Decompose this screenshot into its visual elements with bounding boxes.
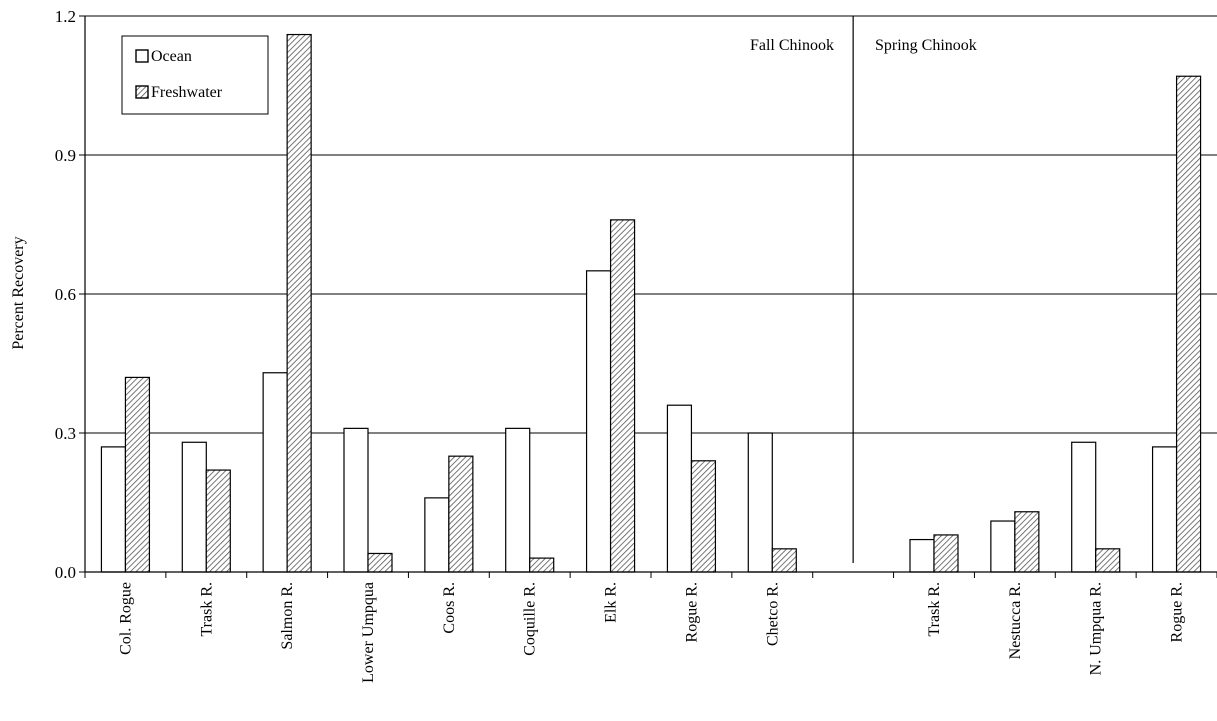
- legend-ocean-label: Ocean: [151, 48, 192, 65]
- bar-ocean: [343, 427, 369, 573]
- category-label: N. Umpqua R.: [1088, 582, 1105, 675]
- category-label: Salmon R.: [279, 582, 296, 650]
- category-label: Coos R.: [441, 582, 458, 634]
- bar-ocean: [666, 404, 693, 573]
- legend-freshwater-label: Freshwater: [151, 84, 223, 101]
- category-label: Nestucca R.: [1007, 582, 1024, 659]
- group-label-fall-chinook: Fall Chinook: [750, 37, 834, 54]
- bar-ocean: [262, 372, 288, 573]
- y-tick-label: 0.6: [55, 285, 76, 304]
- bar-freshwater: [205, 469, 231, 573]
- bar-freshwater: [448, 455, 474, 573]
- bar-freshwater: [286, 33, 312, 573]
- bar-ocean: [990, 520, 1016, 573]
- legend-ocean-swatch: [135, 49, 149, 63]
- bar-ocean: [100, 446, 127, 573]
- labels: Percent Recovery Fall Chinook Spring Chi…: [10, 7, 1186, 683]
- bar-freshwater: [529, 557, 555, 573]
- y-tick-label: 1.2: [55, 7, 76, 26]
- bar-ocean: [747, 432, 773, 573]
- bar-freshwater: [1014, 511, 1040, 573]
- category-label: Lower Umpqua: [360, 582, 377, 683]
- bar-freshwater: [771, 548, 797, 573]
- legend: Ocean Freshwater: [121, 35, 269, 115]
- bar-freshwater: [609, 219, 636, 573]
- legend-box: [121, 35, 269, 115]
- bar-ocean: [909, 538, 935, 573]
- bar-ocean: [1151, 446, 1178, 573]
- bar-ocean: [424, 497, 450, 573]
- bar-ocean: [181, 441, 207, 573]
- bar-ocean: [585, 270, 612, 573]
- bar-freshwater: [367, 552, 393, 573]
- gridlines: [85, 15, 1217, 434]
- category-label: Rogue R.: [683, 582, 700, 642]
- category-label: Elk R.: [603, 582, 620, 623]
- y-tick-label: 0.0: [55, 563, 76, 582]
- legend-freshwater-swatch: [135, 85, 149, 99]
- bar-freshwater: [933, 534, 959, 573]
- category-label: Col. Rogue: [117, 582, 134, 655]
- bar-freshwater: [1095, 548, 1121, 573]
- y-axis-label: Percent Recovery: [10, 236, 27, 349]
- y-tick-label: 0.3: [55, 424, 76, 443]
- bar-ocean: [1071, 441, 1097, 573]
- bars: [100, 33, 1202, 573]
- y-tick-label: 0.9: [55, 146, 76, 165]
- bar-freshwater: [690, 460, 717, 573]
- category-label: Trask R.: [198, 582, 215, 637]
- axes: [79, 15, 1217, 578]
- bar-freshwater: [124, 376, 151, 573]
- category-label: Trask R.: [926, 582, 943, 637]
- category-label: Chetco R.: [764, 582, 781, 646]
- category-label: Rogue R.: [1169, 582, 1186, 642]
- category-label: Coquille R.: [522, 582, 539, 656]
- group-label-spring-chinook: Spring Chinook: [875, 37, 977, 54]
- bar-freshwater: [1175, 75, 1202, 573]
- bar-ocean: [505, 427, 531, 573]
